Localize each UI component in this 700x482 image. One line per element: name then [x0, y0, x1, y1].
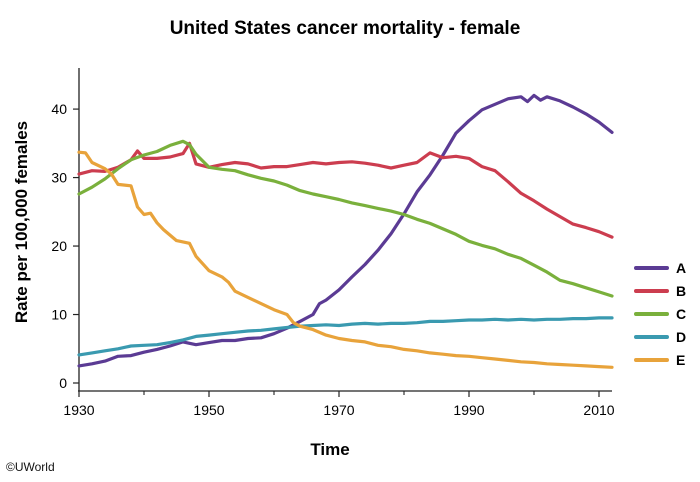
series-line-e	[77, 150, 614, 369]
series-line-a	[77, 93, 614, 368]
x-tick-label: 1950	[193, 402, 224, 418]
legend-label-d: D	[676, 329, 686, 345]
x-tick-label: 2010	[583, 402, 614, 418]
y-tick-label: 40	[51, 101, 67, 117]
y-tick-label: 0	[59, 375, 67, 391]
chart-title: United States cancer mortality - female	[170, 18, 521, 39]
credit-text: ©UWorld	[6, 460, 55, 474]
series-line-c	[77, 139, 614, 298]
series-line-b	[77, 141, 614, 239]
legend-label-a: A	[676, 260, 686, 276]
y-axis-label: Rate per 100,000 females	[12, 121, 31, 323]
legend-label-c: C	[676, 306, 686, 322]
x-axis-label: Time	[310, 440, 349, 459]
x-tick-label: 1970	[323, 402, 354, 418]
y-tick-label: 30	[51, 170, 67, 186]
series-line-d	[77, 316, 614, 357]
plot-area: 0 10 20 30 40 1930 1950 1970 1990 2010	[51, 68, 615, 418]
x-tick-label: 1930	[63, 402, 94, 418]
legend-label-e: E	[676, 352, 685, 368]
y-tick-label: 20	[51, 238, 67, 254]
y-tick-label: 10	[51, 307, 67, 323]
x-tick-label: 1990	[453, 402, 484, 418]
legend-label-b: B	[676, 283, 686, 299]
